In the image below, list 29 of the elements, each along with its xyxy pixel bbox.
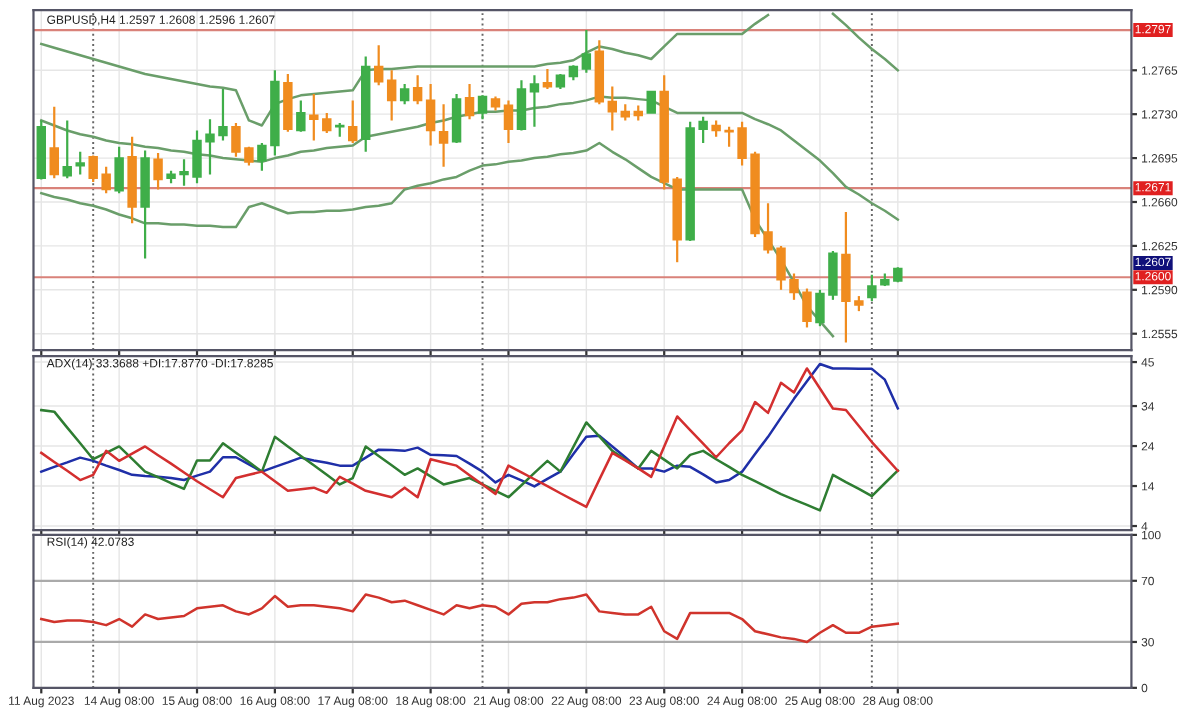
candlestick	[75, 150, 85, 176]
candlestick	[451, 92, 462, 145]
candlestick	[153, 151, 163, 191]
candlestick	[516, 79, 527, 132]
candlestick	[386, 69, 397, 122]
candlestick	[425, 82, 436, 147]
candlestick	[114, 145, 124, 195]
line-series	[40, 362, 900, 488]
candlestick	[412, 74, 423, 106]
candlestick	[477, 94, 488, 121]
candlestick	[464, 82, 475, 121]
line-series	[40, 141, 835, 338]
candlestick	[607, 85, 618, 132]
candlestick	[348, 99, 358, 145]
candlestick	[503, 99, 514, 145]
candlestick	[529, 74, 540, 128]
candlestick	[399, 82, 410, 106]
line-series	[40, 367, 900, 509]
candlestick	[373, 44, 384, 87]
candlestick	[296, 99, 306, 133]
candlestick	[646, 90, 656, 114]
line-series	[40, 408, 900, 512]
candlestick	[542, 67, 553, 91]
candlestick	[438, 103, 449, 168]
candlestick	[62, 119, 72, 180]
candlestick	[283, 72, 293, 133]
candlestick	[581, 29, 592, 74]
candlestick	[49, 105, 59, 180]
line-series	[40, 593, 900, 644]
